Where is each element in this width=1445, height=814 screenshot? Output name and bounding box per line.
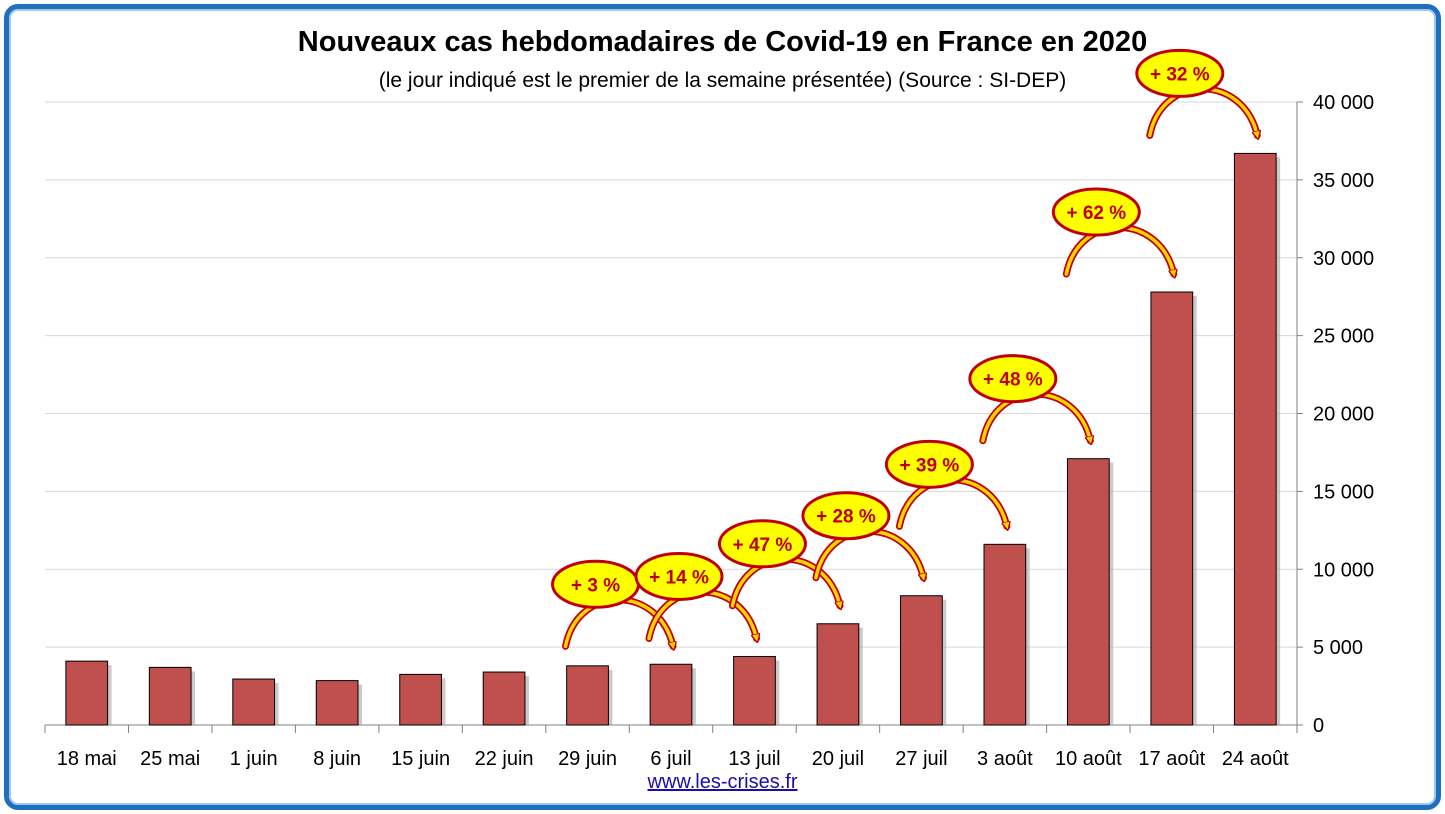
bar [900, 595, 943, 726]
y-tick-label: 20 000 [1313, 404, 1374, 426]
bar [482, 671, 526, 726]
source-link[interactable]: www.les-crises.fr [647, 771, 798, 793]
bar [148, 666, 192, 726]
y-tick-label: 0 [1313, 715, 1324, 737]
bar [1066, 458, 1110, 726]
chart-subtitle: (le jour indiqué est le premier de la se… [378, 69, 1067, 92]
growth-label: + 47 % [733, 535, 793, 556]
growth-badge [1051, 187, 1141, 237]
x-tick-label: 20 juil [812, 748, 864, 770]
bar [1233, 152, 1277, 726]
chart-title: Nouveaux cas hebdomadaires de Covid-19 e… [297, 26, 1148, 58]
growth-label: + 39 % [900, 455, 960, 476]
bar [232, 678, 276, 726]
growth-badge [801, 491, 891, 541]
y-tick-label: 5 000 [1313, 637, 1363, 659]
growth-badge [884, 439, 974, 489]
y-tick-label: 35 000 [1313, 170, 1374, 192]
bar [65, 660, 109, 726]
growth-label: + 32 % [1150, 64, 1210, 85]
growth-label: + 28 % [816, 507, 876, 528]
growth-badge [968, 354, 1058, 404]
x-tick-label: 3 août [977, 748, 1033, 770]
y-tick-label: 10 000 [1313, 559, 1374, 581]
growth-badge [1135, 48, 1225, 98]
bar [566, 665, 609, 726]
bar [315, 680, 359, 726]
x-tick-label: 15 juin [391, 748, 450, 770]
bar [649, 663, 693, 726]
y-tick-label: 15 000 [1313, 481, 1374, 503]
y-tick-label: 25 000 [1313, 326, 1374, 348]
bar [1150, 291, 1194, 726]
x-tick-label: 6 juil [650, 748, 691, 770]
y-tick-label: 30 000 [1313, 248, 1374, 270]
bar [816, 623, 860, 726]
growth-badge [717, 519, 807, 569]
growth-label: + 3 % [571, 575, 620, 596]
x-tick-label: 8 juin [313, 748, 361, 770]
x-tick-label: 10 août [1055, 748, 1122, 770]
bar [399, 673, 442, 726]
bar [983, 543, 1027, 726]
growth-label: + 14 % [649, 567, 709, 588]
x-tick-label: 1 juin [230, 748, 278, 770]
bar [733, 655, 776, 726]
x-tick-label: 18 mai [57, 748, 117, 770]
x-tick-label: 17 août [1138, 748, 1205, 770]
x-tick-label: 22 juin [475, 748, 534, 770]
x-tick-label: 13 juil [728, 748, 780, 770]
growth-label: + 62 % [1066, 203, 1126, 224]
x-tick-label: 29 juin [558, 748, 617, 770]
x-tick-label: 24 août [1222, 748, 1289, 770]
x-tick-label: 27 juil [895, 748, 947, 770]
y-tick-label: 40 000 [1313, 92, 1374, 114]
x-tick-label: 25 mai [140, 748, 200, 770]
growth-label: + 48 % [983, 370, 1043, 391]
chart-frame [4, 4, 1441, 810]
growth-badge [634, 551, 724, 601]
